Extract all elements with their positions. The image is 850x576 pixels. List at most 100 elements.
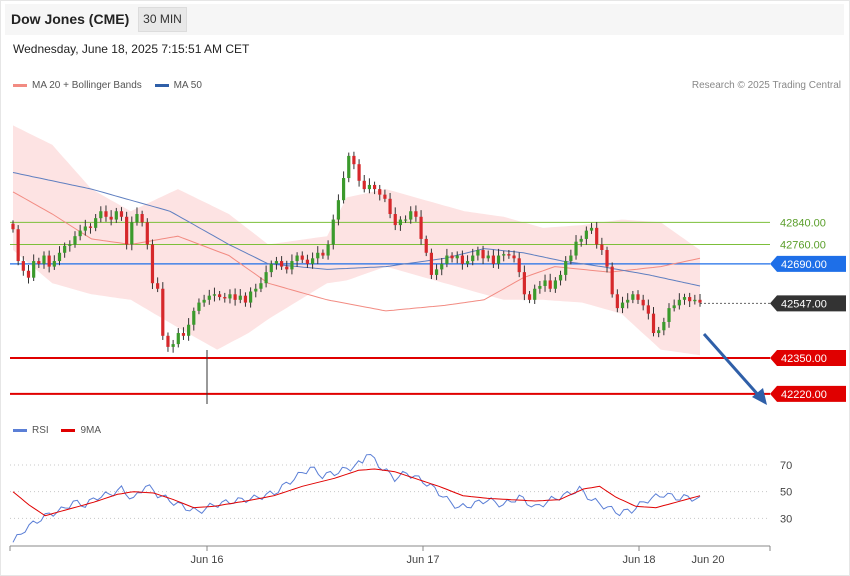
candle-body [595,227,599,245]
candle-body [192,310,196,325]
candle-body [620,302,625,309]
candle-body [233,294,237,300]
candle-body [538,285,542,289]
candle-body [285,266,289,270]
candle-body [63,245,67,253]
candle-body [187,324,191,336]
x-tick-label: Jun 20 [691,554,724,566]
candle-body [610,266,614,295]
legend-item-rsi: RSI [13,425,49,436]
candle-body [130,222,134,245]
candle-body [310,258,315,264]
candle-body [104,211,108,217]
candle-body [57,252,62,262]
rsi-line [12,453,701,543]
level-tag-42220.00 [770,385,846,402]
candle-body [145,222,149,245]
candle-body [383,194,387,199]
candle-body [295,255,299,262]
candle-body [11,223,15,230]
legend-item-ma20: MA 20 + Bollinger Bands [13,80,142,91]
ma50-line [12,172,701,287]
candle-body [42,255,46,264]
candle-body [161,288,165,336]
candle-body [166,335,170,347]
x-tick-label: Jun 17 [406,554,439,566]
candle-body [688,297,692,302]
candle-body [465,261,470,264]
candle-body [646,305,650,314]
candle-body [409,211,413,220]
candle-body [109,216,113,220]
forecast-arrow [702,333,762,398]
candle-body [305,259,310,264]
rsi-legend: RSI 9MA [13,425,101,436]
candle-body [445,255,449,264]
candle-body [254,288,258,292]
candle-body [269,263,273,273]
candle-body [543,280,547,286]
candle-body [419,216,423,239]
candle-body [651,313,656,334]
ma20-swatch [13,83,27,87]
candle-body [249,291,253,303]
candle-body [517,258,521,273]
candle-body [507,254,511,256]
candle-body [378,189,382,195]
rsi-tick-50: 50 [780,487,792,499]
x-tick-label: Jun 18 [622,554,655,566]
level-tag-42547.00 [770,295,846,312]
candle-body [290,261,294,270]
candle-body [605,250,609,267]
candle-body [88,226,93,228]
candle-body [362,180,366,190]
candle-body [357,164,361,181]
candle-body [615,294,619,309]
candle-body [68,244,72,246]
candle-body [574,241,578,256]
candle-body [584,230,588,239]
candle-body [631,294,635,300]
candle-body [228,294,232,299]
candle-body [259,283,263,289]
level-label-42690.00: 42690.00 [781,259,827,271]
candle-body [486,255,490,259]
9ma-line [12,468,701,517]
candle-body [202,299,206,303]
candle-body [326,244,330,256]
rsi-swatch [13,428,27,432]
candle-body [388,198,392,215]
level-tag-42690.00 [770,255,846,272]
chart-header: Dow Jones (CME) 30 MIN [5,4,844,35]
candle-body [512,255,516,259]
legend-item-9ma: 9MA [61,425,101,436]
timestamp: Wednesday, June 18, 2025 7:15:51 AM CET [13,42,250,56]
candle-body [440,263,444,270]
candle-body [626,299,630,303]
candle-body [264,272,268,284]
level-label-42840.00: 42840.00 [780,217,826,229]
candle-body [682,297,687,300]
candle-body [176,333,180,345]
candle-body [677,299,681,306]
candle-body [496,255,501,264]
candle-body [393,214,397,226]
candle-body [491,255,495,264]
candle-body [26,270,31,278]
credit-text: Research © 2025 Trading Central [691,80,841,91]
instrument-title: Dow Jones (CME) [11,11,130,27]
candle-body [341,178,346,201]
forecast-arrow-head [752,388,767,405]
timeframe-button[interactable]: 30 MIN [138,7,187,32]
candle-body [125,216,129,245]
candle-body [156,283,160,289]
candle-body [662,321,666,331]
candle-body [476,250,480,256]
candle-body [569,255,573,262]
candle-body [140,214,144,223]
candle-body [471,255,475,262]
candle-body [207,295,211,300]
candle-body [223,297,227,299]
candle-body [331,219,335,245]
